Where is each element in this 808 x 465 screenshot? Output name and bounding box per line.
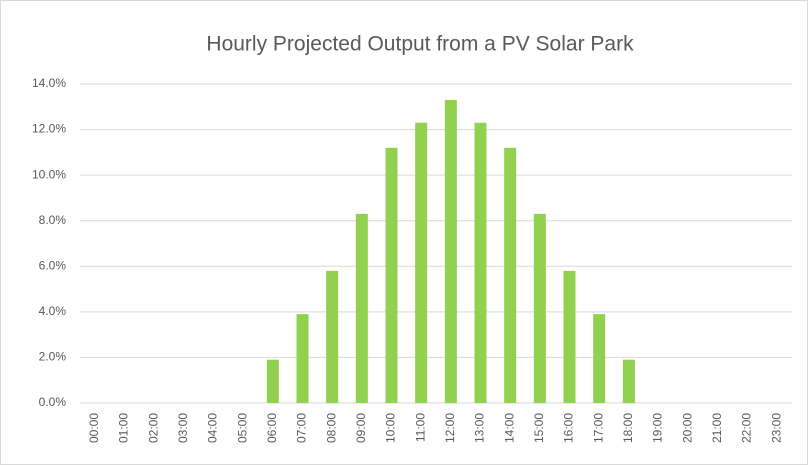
y-tick-label: 8.0% [39, 213, 67, 227]
bar [563, 270, 576, 403]
bar [622, 359, 635, 403]
x-tick-label: 16:00 [562, 413, 576, 443]
x-tick-label: 04:00 [206, 413, 220, 443]
x-tick-label: 20:00 [680, 413, 694, 443]
x-tick-label: 10:00 [384, 413, 398, 443]
bar [415, 122, 428, 403]
bar [296, 314, 309, 403]
x-tick-label: 06:00 [265, 413, 279, 443]
x-tick-label: 13:00 [473, 413, 487, 443]
x-tick-label: 15:00 [532, 413, 546, 443]
y-tick-label: 10.0% [32, 167, 66, 181]
x-tick-label: 01:00 [117, 413, 131, 443]
x-tick-label: 21:00 [710, 413, 724, 443]
x-tick-label: 07:00 [295, 413, 309, 443]
bar [355, 213, 368, 403]
x-tick-label: 02:00 [146, 413, 160, 443]
x-tick-label: 22:00 [740, 413, 754, 443]
y-tick-label: 4.0% [39, 304, 67, 318]
x-tick-label: 08:00 [324, 413, 338, 443]
bar [326, 270, 339, 403]
x-tick-label: 18:00 [621, 413, 635, 443]
bar [533, 213, 546, 403]
y-tick-label: 2.0% [39, 350, 67, 364]
x-tick-label: 17:00 [591, 413, 605, 443]
bar [504, 147, 517, 403]
y-tick-label: 12.0% [32, 122, 66, 136]
bar [593, 314, 606, 403]
x-tick-label: 23:00 [769, 413, 783, 443]
y-tick-label: 14.0% [32, 76, 66, 90]
bar [444, 99, 457, 403]
x-tick-label: 03:00 [176, 413, 190, 443]
chart-title: Hourly Projected Output from a PV Solar … [206, 33, 634, 56]
y-tick-label: 0.0% [39, 395, 67, 409]
bar [266, 359, 279, 403]
x-tick-label: 09:00 [354, 413, 368, 443]
x-tick-label: 00:00 [87, 413, 101, 443]
x-tick-label: 05:00 [235, 413, 249, 443]
bar [474, 122, 487, 403]
x-tick-label: 11:00 [413, 413, 427, 442]
x-tick-label: 19:00 [651, 413, 665, 443]
x-tick-label: 12:00 [443, 413, 457, 443]
y-tick-label: 6.0% [39, 258, 67, 272]
x-tick-label: 14:00 [502, 413, 516, 443]
bar [385, 147, 398, 403]
